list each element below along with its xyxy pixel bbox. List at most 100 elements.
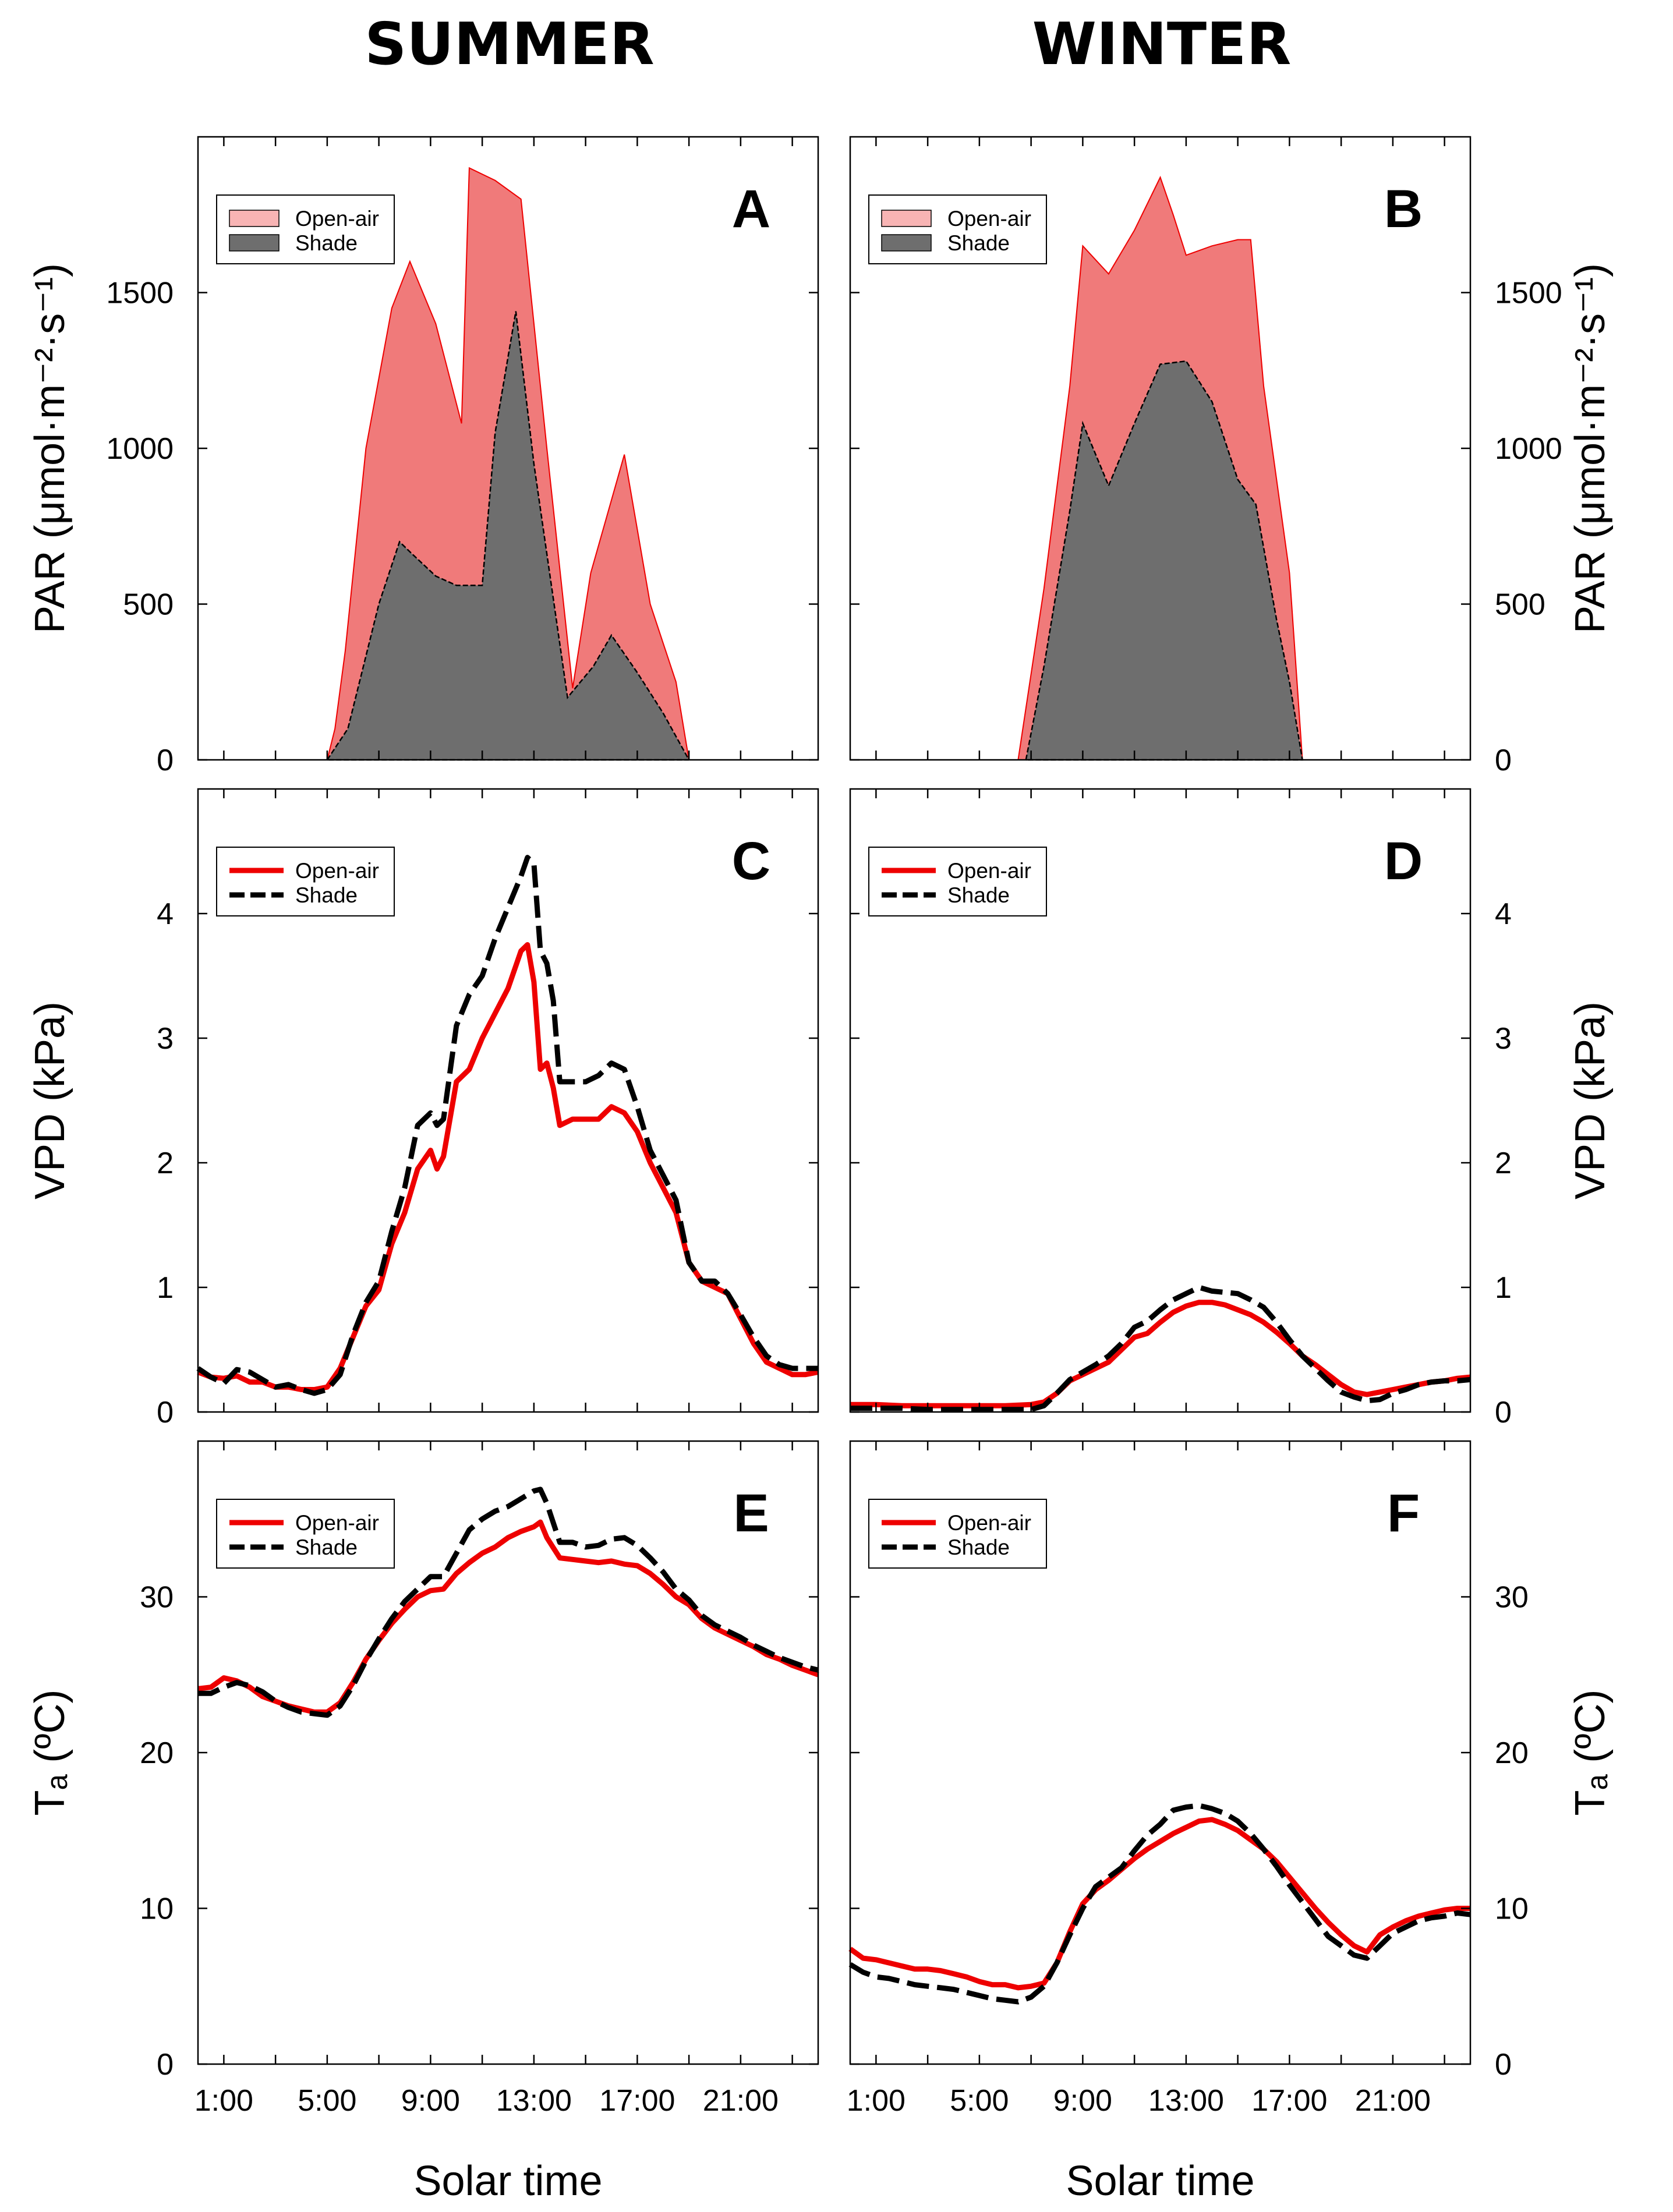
legend-box [216,194,395,264]
y-tick-label: 10 [1495,1892,1529,1926]
y-tick-label: 20 [140,1736,174,1770]
y-tick-label: 1 [1495,1271,1512,1305]
x-tick-label: 17:00 [1251,2084,1327,2118]
legend-label: Shade [295,883,358,907]
legend-label: Shade [947,231,1010,255]
x-tick-label: 9:00 [401,2084,460,2118]
legend-box [216,847,395,916]
x-tick-label: 1:00 [847,2084,906,2118]
y-tick-label: 10 [140,1892,174,1926]
shade-line [848,1803,1471,2005]
y-tick-label: 30 [1495,1581,1529,1615]
y-tick-label: 0 [157,1396,174,1429]
legend-box [216,1499,395,1569]
y-tick-label: 2 [1495,1146,1512,1180]
y-tick-label: 3 [1495,1022,1512,1056]
x-tick-label: 17:00 [599,2084,675,2118]
y-tick-label: 0 [157,2048,174,2082]
legend-box [868,1499,1047,1569]
plot-frame [197,788,819,1413]
y-tick-label: 0 [157,744,174,777]
x-tick-label: 21:00 [1355,2084,1431,2118]
y-axis-label: Tₐ (ºC) [27,1689,73,1815]
shade-swatch [881,234,932,252]
panel-letter: C [732,831,770,891]
panel-letter: F [1387,1484,1420,1543]
open-air-swatch [229,210,280,227]
x-axis-label: Solar time [1066,2158,1254,2204]
x-axis-label: Solar time [413,2158,602,2204]
legend-label: Open-air [947,207,1031,231]
panel-letter: E [733,1484,769,1543]
x-tick-label: 13:00 [1148,2084,1224,2118]
y-tick-label: 0 [1495,2048,1512,2082]
x-tick-label: 5:00 [298,2084,356,2118]
y-tick-label: 30 [140,1581,174,1615]
shade-line [198,1487,819,1718]
y-tick-label: 0 [1495,744,1512,777]
y-tick-label: 2 [157,1146,174,1180]
y-tick-label: 3 [157,1022,174,1056]
open-air-line [848,1817,1470,1991]
x-tick-label: 21:00 [703,2084,779,2118]
shade-swatch [229,234,280,252]
y-axis-label: PAR (μmol·m⁻²·s⁻¹) [27,263,73,633]
y-axis-label: VPD (kPa) [27,1001,73,1199]
y-tick-label: 500 [1495,588,1545,622]
x-tick-label: 9:00 [1053,2084,1112,2118]
summer-column-title: SUMMER [365,10,655,78]
y-tick-label: 0 [1495,1396,1512,1429]
x-tick-label: 1:00 [194,2084,253,2118]
legend-label: Shade [295,1535,358,1559]
y-tick-label: 1000 [106,432,174,466]
legend-box [868,194,1047,264]
y-tick-label: 20 [1495,1736,1529,1770]
y-axis-label: Tₐ (ºC) [1567,1689,1614,1815]
legend-box [868,847,1047,916]
legend-label: Shade [947,1535,1010,1559]
y-tick-label: 1500 [106,277,174,310]
y-tick-label: 1000 [1495,432,1562,466]
open-air-swatch [881,210,932,227]
y-tick-label: 500 [123,588,174,622]
y-axis-label: VPD (kPa) [1567,1001,1614,1199]
x-tick-label: 5:00 [950,2084,1009,2118]
y-tick-label: 4 [1495,897,1512,931]
panel-letter: D [1384,831,1423,891]
x-tick-label: 13:00 [496,2084,572,2118]
winter-column-title: WINTER [1032,10,1292,78]
y-tick-label: 4 [157,897,174,931]
legend-label: Open-air [295,859,379,883]
panel-a: 0 500 1000 1500 PAR (μmol·m⁻²·s⁻¹) A Open-airS… [27,136,819,777]
y-tick-label: 1 [157,1271,174,1305]
shade-area [326,311,690,761]
y-tick-label: 1500 [1495,277,1562,310]
panel-b: 0 500 1000 1500 PAR (μmol·m⁻²·s⁻¹) B Open-airS… [849,136,1614,777]
panel-letter: A [732,179,770,239]
shade-line [196,855,818,1396]
legend-label: Open-air [295,207,379,231]
legend-label: Shade [295,231,358,255]
panel-letter: B [1384,179,1423,239]
plot-frame [849,788,1472,1413]
y-axis-label: PAR (μmol·m⁻²·s⁻¹) [1567,263,1614,633]
legend-label: Open-air [295,1511,379,1535]
open-air-line [850,1300,1471,1408]
legend-label: Open-air [947,1511,1031,1535]
panel-f: 0 10 20 30 1:00 5:00 9:00 13:00 17:00 21:00 Solar … [847,1440,1614,2204]
shade-area [1025,360,1304,761]
shade-line [850,1284,1471,1413]
legend-label: Open-air [947,859,1031,883]
panel-e: 0 10 20 30 1:00 5:00 9:00 13:00 17:00 21:00 Solar … [27,1440,819,2204]
open-air-line [197,942,819,1392]
